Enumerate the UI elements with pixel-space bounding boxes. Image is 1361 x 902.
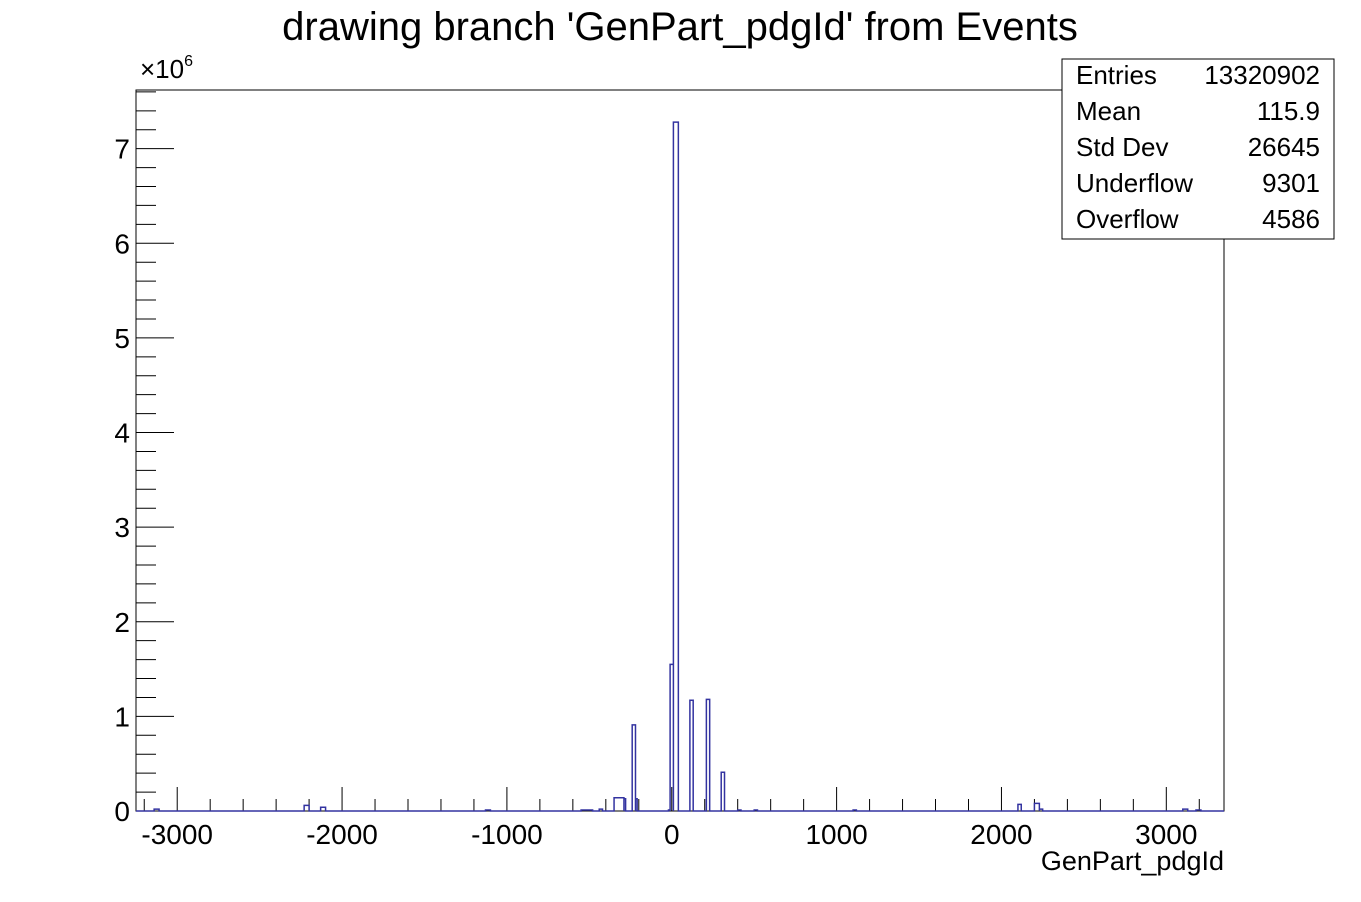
stats-value: 115.9 <box>1257 96 1320 126</box>
x-tick-label: -2000 <box>306 819 378 850</box>
y-axis-multiplier: ×106 <box>140 53 193 84</box>
x-tick-label: 1000 <box>805 819 867 850</box>
x-tick-label: -3000 <box>141 819 213 850</box>
stats-box-frame <box>1061 58 1335 240</box>
stats-label: Underflow <box>1076 168 1193 198</box>
y-axis-multiplier-exponent: 6 <box>184 53 193 70</box>
y-tick-label: 3 <box>114 512 130 543</box>
x-tick-label: 2000 <box>970 819 1032 850</box>
y-tick-label: 5 <box>114 323 130 354</box>
y-tick-label: 7 <box>114 134 130 165</box>
x-tick-label: 0 <box>664 819 680 850</box>
y-tick-label: 6 <box>114 228 130 259</box>
x-tick-label: -1000 <box>471 819 543 850</box>
y-axis-multiplier-base: ×10 <box>140 54 184 84</box>
plot-frame <box>135 89 1225 812</box>
x-tick-label: 3000 <box>1135 819 1197 850</box>
stats-label: Overflow <box>1076 204 1179 234</box>
stats-label: Std Dev <box>1076 132 1169 162</box>
stats-value: 9301 <box>1262 168 1320 198</box>
stats-value: 4586 <box>1262 204 1320 234</box>
x-axis: -3000 -2000 -1000 0 1000 2000 3000 <box>141 787 1200 850</box>
stats-label: Mean <box>1076 96 1141 126</box>
stats-value: 26645 <box>1248 132 1320 162</box>
y-tick-label: 1 <box>114 701 130 732</box>
y-tick-label: 4 <box>114 418 130 449</box>
x-axis-label: GenPart_pdgId <box>1041 846 1224 876</box>
stats-box: Entries 13320902 Mean 115.9 Std Dev 26645 Unde… <box>1061 58 1335 240</box>
histogram-outline <box>136 121 1224 812</box>
chart-title: drawing branch 'GenPart_pdgId' from Even… <box>282 5 1078 49</box>
y-tick-label: 2 <box>114 607 130 638</box>
stats-label: Entries <box>1076 60 1157 90</box>
y-tick-label: 0 <box>114 796 130 827</box>
stats-value: 13320902 <box>1204 60 1320 90</box>
y-axis: 0 1 2 3 4 5 6 7 <box>114 91 174 827</box>
